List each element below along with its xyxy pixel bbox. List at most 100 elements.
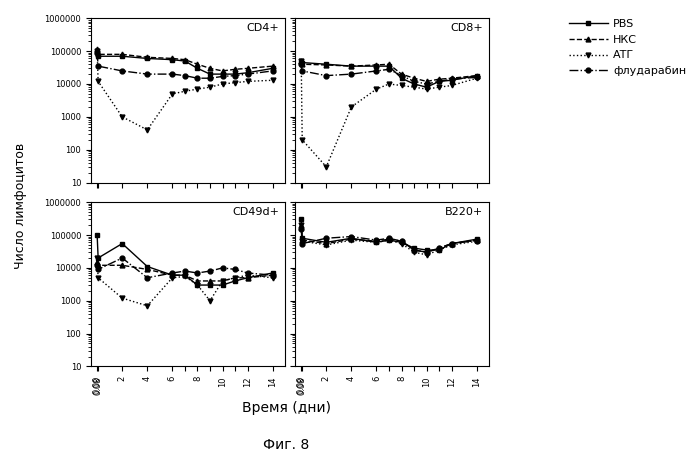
флударабин <box>181 268 189 274</box>
PBS <box>268 270 277 276</box>
АТГ <box>181 88 189 94</box>
PBS <box>218 71 226 77</box>
НКС <box>373 239 381 244</box>
флударабин <box>322 235 331 241</box>
флударабин <box>181 73 189 78</box>
PBS <box>243 70 252 76</box>
НКС <box>435 245 443 251</box>
Text: CD8+: CD8+ <box>451 23 484 33</box>
Line: АТГ: АТГ <box>298 59 480 169</box>
PBS <box>373 240 381 245</box>
флударабин <box>94 267 102 272</box>
НКС <box>384 236 393 242</box>
PBS <box>168 57 177 62</box>
флударабин <box>243 270 252 276</box>
НКС <box>447 76 456 81</box>
PBS <box>435 79 443 84</box>
АТГ <box>168 91 177 97</box>
Line: флударабин: флударабин <box>298 227 480 255</box>
Line: флударабин: флударабин <box>298 62 480 87</box>
PBS <box>143 264 152 269</box>
флударабин <box>231 73 239 78</box>
АТГ <box>193 282 201 288</box>
флударабин <box>268 273 277 278</box>
Line: НКС: НКС <box>94 260 275 284</box>
Text: B220+: B220+ <box>445 207 484 217</box>
АТГ <box>143 303 152 309</box>
флударабин <box>143 71 152 77</box>
флударабин <box>243 71 252 77</box>
АТГ <box>93 49 101 54</box>
PBS <box>231 71 239 77</box>
АТГ <box>168 275 177 280</box>
флударабин <box>118 68 127 74</box>
НКС <box>118 52 127 57</box>
АТГ <box>193 87 201 92</box>
АТГ <box>347 104 356 110</box>
АТГ <box>397 241 405 246</box>
НКС <box>268 273 277 278</box>
АТГ <box>297 58 305 64</box>
АТГ <box>347 237 356 243</box>
НКС <box>373 62 381 68</box>
АТГ <box>118 295 127 301</box>
флударабин <box>422 250 431 255</box>
НКС <box>268 63 277 69</box>
флударабин <box>297 61 305 67</box>
НКС <box>93 259 101 265</box>
НКС <box>143 55 152 60</box>
НКС <box>143 267 152 272</box>
флударабин <box>384 235 393 241</box>
флударабин <box>410 247 418 253</box>
Line: флударабин: флударабин <box>94 50 275 81</box>
АТГ <box>268 77 277 83</box>
АТГ <box>373 240 381 245</box>
НКС <box>473 237 481 243</box>
АТГ <box>231 275 239 280</box>
НКС <box>181 273 189 278</box>
флударабин <box>298 241 306 246</box>
АТГ <box>243 79 252 84</box>
Line: АТГ: АТГ <box>94 49 275 132</box>
АТГ <box>384 237 393 243</box>
АТГ <box>181 274 189 279</box>
PBS <box>384 63 393 69</box>
АТГ <box>410 84 418 90</box>
НКС <box>297 58 305 64</box>
PBS <box>298 235 306 241</box>
НКС <box>168 56 177 61</box>
АТГ <box>206 298 214 304</box>
флударабин <box>373 237 381 243</box>
АТГ <box>118 114 127 120</box>
Line: флударабин: флударабин <box>94 256 275 280</box>
НКС <box>168 273 177 278</box>
PBS <box>435 247 443 253</box>
PBS <box>206 282 214 288</box>
НКС <box>93 46 101 51</box>
PBS <box>206 71 214 77</box>
АТГ <box>322 242 331 248</box>
PBS <box>373 63 381 69</box>
Line: НКС: НКС <box>298 223 480 255</box>
PBS <box>118 241 127 246</box>
PBS <box>347 63 356 69</box>
флударабин <box>218 74 226 79</box>
PBS <box>193 65 201 71</box>
НКС <box>347 236 356 242</box>
флударабин <box>168 71 177 77</box>
АТГ <box>243 273 252 278</box>
PBS <box>243 275 252 280</box>
НКС <box>397 71 405 77</box>
Text: Число лимфоцитов: Число лимфоцитов <box>14 143 27 269</box>
НКС <box>422 79 431 84</box>
АТГ <box>206 84 214 90</box>
флударабин <box>193 270 201 276</box>
АТГ <box>268 275 277 280</box>
Text: CD49d+: CD49d+ <box>232 207 280 217</box>
НКС <box>410 76 418 81</box>
флударабин <box>206 268 214 274</box>
НКС <box>206 65 214 71</box>
АТГ <box>297 223 305 228</box>
НКС <box>397 239 405 244</box>
флударабин <box>347 71 356 77</box>
